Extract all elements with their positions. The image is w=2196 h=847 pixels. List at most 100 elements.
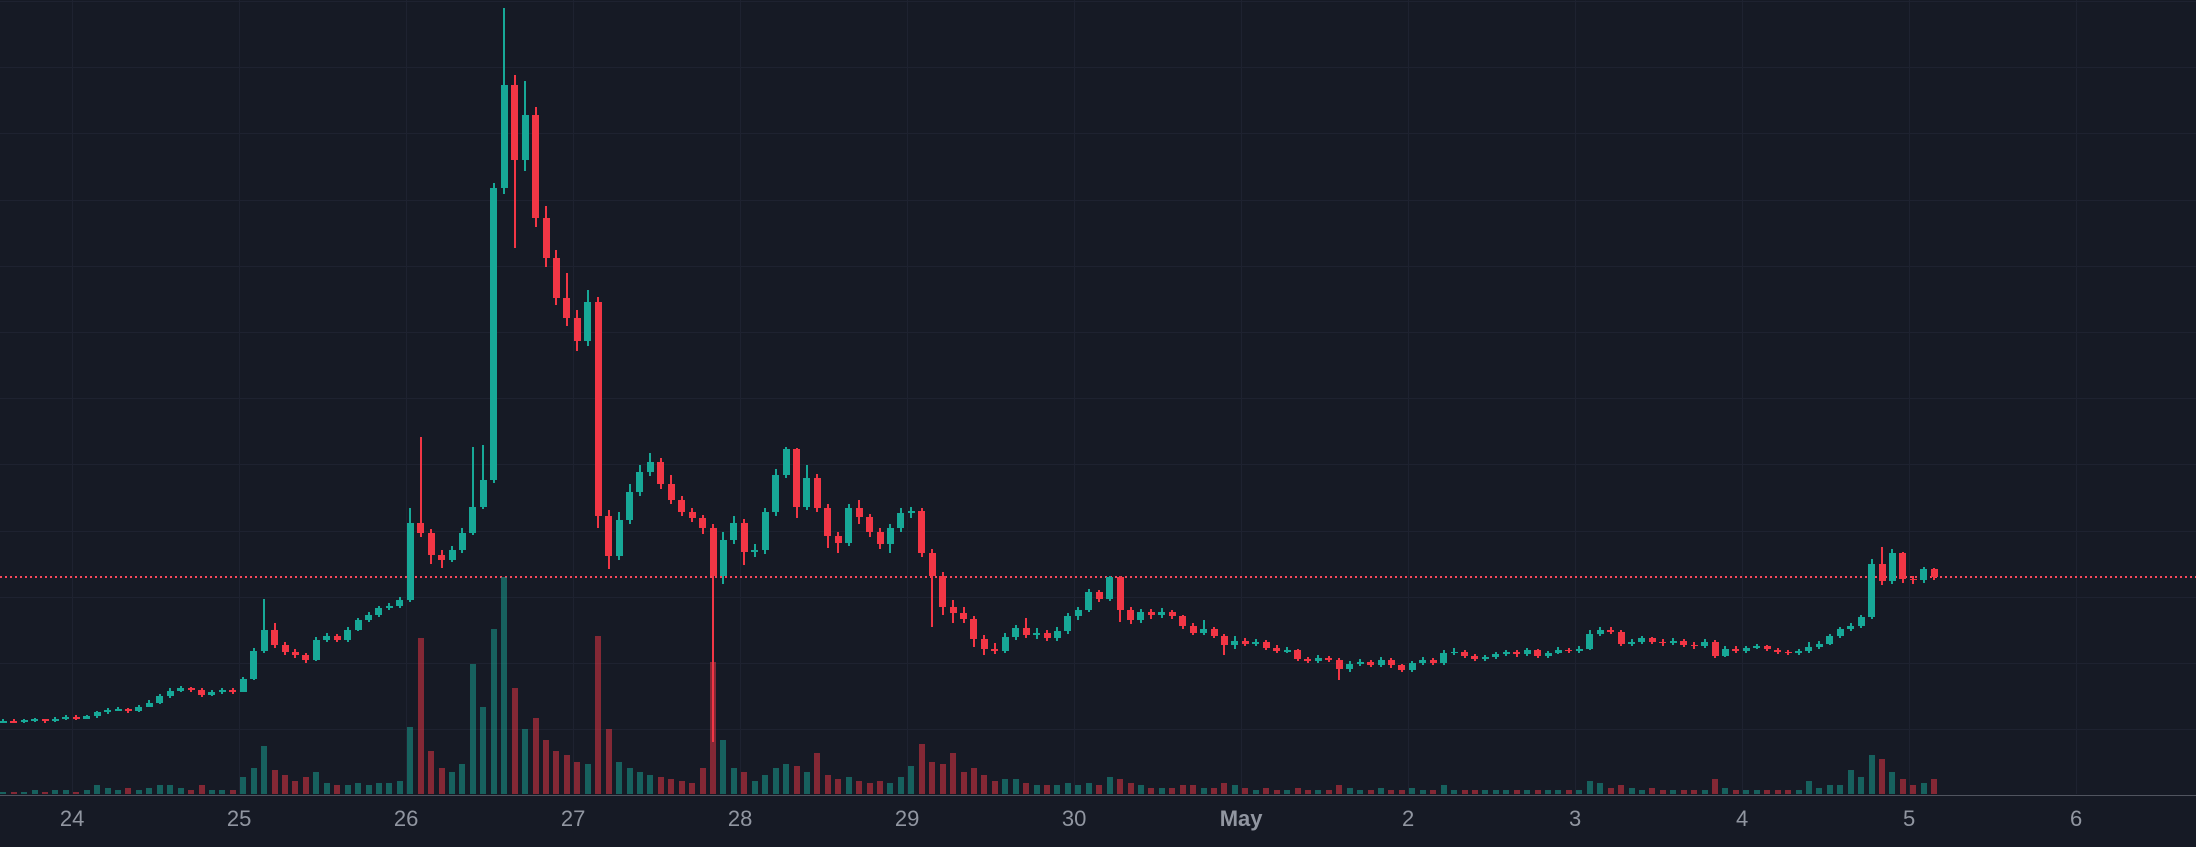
- candle-body-up: [1440, 652, 1448, 663]
- candle-body-up: [1638, 638, 1646, 643]
- candle-body-up: [1346, 663, 1354, 670]
- volume-bar: [1618, 785, 1624, 794]
- volume-bar: [991, 781, 998, 794]
- volume-bar: [1670, 789, 1677, 794]
- volume-bar: [1273, 789, 1280, 794]
- candle-body-down: [563, 297, 571, 318]
- time-axis-label[interactable]: 4: [1735, 806, 1749, 831]
- gridline-horizontal: [0, 199, 2196, 201]
- volume-bar: [1096, 785, 1103, 794]
- candle-body-up: [1721, 648, 1729, 656]
- time-axis-label[interactable]: 24: [59, 806, 85, 831]
- time-axis-label[interactable]: 6: [2069, 806, 2083, 831]
- volume-bar: [1064, 783, 1071, 794]
- volume-bar: [1795, 789, 1802, 794]
- volume-bar: [803, 772, 810, 794]
- volume-bar: [1785, 789, 1791, 794]
- candle-body-up: [51, 718, 59, 721]
- candle-body-up: [1158, 612, 1166, 616]
- volume-bar: [62, 789, 69, 794]
- candle-body-down: [1325, 658, 1333, 660]
- volume-bar: [1367, 789, 1374, 794]
- candle-body-up: [730, 523, 738, 540]
- candle-body-down: [1461, 651, 1468, 656]
- candle-body-down: [1367, 662, 1374, 665]
- volume-bar: [1565, 789, 1572, 794]
- volume-bar: [1492, 789, 1499, 794]
- candle-body-up: [886, 528, 894, 544]
- candle-body-up: [166, 690, 174, 697]
- time-axis-label[interactable]: 5: [1902, 806, 1916, 831]
- candle-body-down: [438, 555, 446, 560]
- candle-body-up: [114, 709, 122, 711]
- candle-body-up: [1356, 662, 1364, 664]
- volume-bar: [970, 768, 977, 794]
- volume-bar: [1649, 787, 1656, 794]
- volume-bar: [10, 791, 17, 794]
- candle-body-up: [1419, 659, 1427, 663]
- candle-body-down: [939, 575, 947, 608]
- time-axis-label[interactable]: 28: [727, 806, 753, 831]
- candle-body-up: [250, 651, 258, 679]
- time-axis-label[interactable]: 2: [1401, 806, 1415, 831]
- candle-wick: [419, 436, 422, 537]
- candle-body-up: [803, 478, 811, 508]
- volume-bar: [386, 783, 393, 794]
- volume-bar: [344, 785, 351, 794]
- volume-bar: [1826, 785, 1833, 794]
- candle-body-down: [1429, 659, 1437, 663]
- volume-bar: [678, 781, 685, 794]
- candle-body-up: [479, 480, 487, 507]
- volume-bar: [146, 787, 153, 794]
- candle-body-down: [1659, 641, 1667, 644]
- volume-bar: [94, 785, 101, 794]
- candle-body-down: [1189, 625, 1197, 633]
- time-axis-label[interactable]: 29: [894, 806, 920, 831]
- volume-bar: [1471, 789, 1478, 794]
- volume-bar: [1388, 789, 1395, 794]
- time-axis-label[interactable]: May: [1219, 806, 1263, 831]
- volume-bar: [480, 707, 487, 794]
- volume-bar: [1576, 789, 1583, 794]
- candle-body-up: [845, 508, 853, 544]
- volume-bar: [1837, 785, 1844, 794]
- candle-body-down: [1899, 553, 1907, 579]
- volume-bar: [1920, 783, 1927, 794]
- volume-bar: [1858, 776, 1865, 794]
- time-axis-label[interactable]: 25: [226, 806, 252, 831]
- gridline-vertical: [406, 0, 408, 794]
- volume-bar: [1482, 789, 1489, 794]
- volume-bar: [605, 728, 612, 794]
- candlestick-chart[interactable]: [0, 0, 2196, 794]
- volume-bar: [271, 770, 278, 794]
- time-axis[interactable]: 24 25 26 27 28 29 30 May 2 3 4 5 6: [0, 795, 2196, 847]
- volume-bar: [1659, 789, 1666, 794]
- price-line: [0, 576, 2196, 579]
- candle-body-up: [761, 512, 769, 551]
- candle-body-up: [1628, 642, 1635, 644]
- volume-bar: [115, 789, 121, 794]
- volume-bar: [553, 750, 560, 794]
- volume-bar: [1200, 787, 1207, 794]
- candle-body-down: [1909, 578, 1917, 581]
- candle-body-down: [417, 523, 425, 533]
- candle-body-up: [260, 629, 268, 651]
- candle-body-down: [198, 690, 205, 695]
- time-axis-label[interactable]: 27: [560, 806, 586, 831]
- volume-bar: [1033, 785, 1040, 794]
- candle-body-up: [375, 608, 383, 615]
- candle-body-down: [678, 500, 686, 513]
- time-axis-label[interactable]: 3: [1568, 806, 1582, 831]
- candle-body-up: [1450, 651, 1458, 654]
- volume-bar: [1607, 787, 1614, 794]
- candle-body-up: [1085, 592, 1093, 610]
- candle-wick: [1286, 647, 1288, 654]
- candle-body-down: [1147, 612, 1155, 616]
- volume-bar: [1023, 783, 1030, 794]
- time-axis-label[interactable]: 30: [1061, 806, 1087, 831]
- volume-bar: [1430, 789, 1437, 794]
- volume-bar: [135, 789, 142, 794]
- volume-bar: [616, 761, 622, 794]
- time-axis-label[interactable]: 26: [393, 806, 419, 831]
- volume-bar: [1336, 785, 1343, 794]
